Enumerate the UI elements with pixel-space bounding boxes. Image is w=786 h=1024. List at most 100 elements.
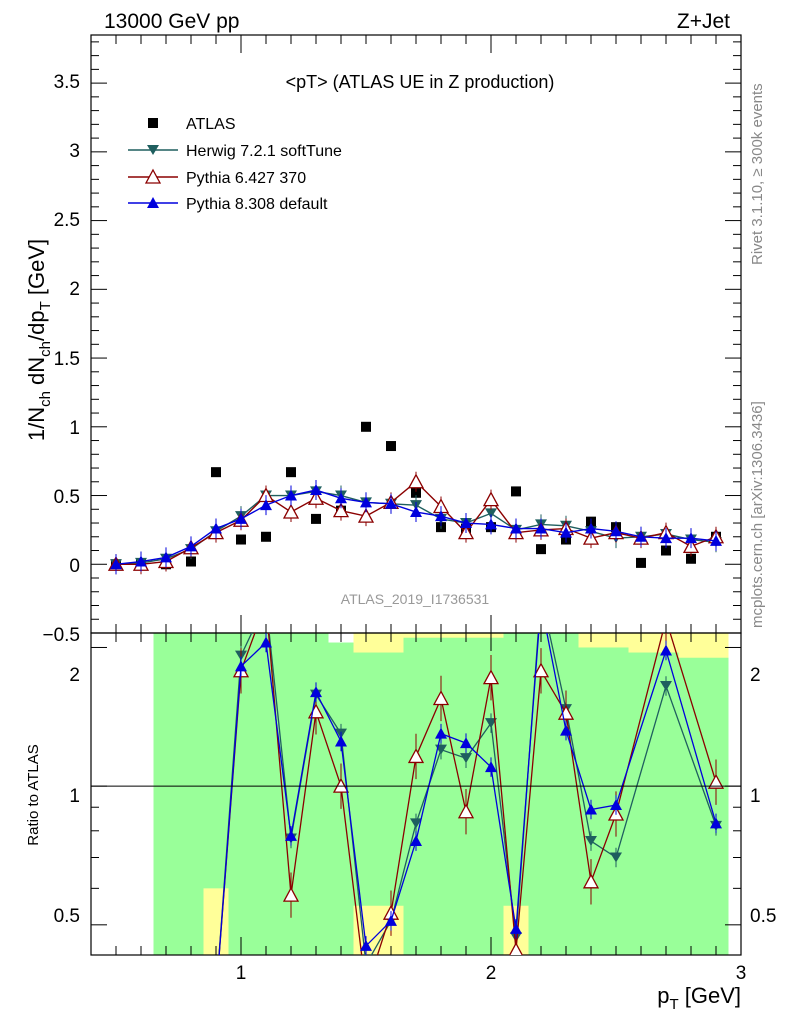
data-point	[510, 922, 522, 934]
data-point	[460, 517, 472, 529]
data-point	[332, 502, 350, 518]
green-band	[153, 633, 204, 955]
green-band	[578, 647, 629, 955]
data-point	[435, 510, 447, 522]
ratio-y-tick-label: 2	[750, 665, 761, 686]
data-point	[457, 803, 475, 819]
data-point	[582, 873, 600, 889]
x-tick-label: 1	[236, 963, 247, 984]
data-point	[710, 817, 722, 829]
green-band	[353, 652, 379, 955]
plot-title: <pT> (ATLAS UE in Z production)	[286, 72, 555, 92]
data-point	[236, 534, 246, 545]
green-band	[403, 637, 454, 955]
mcplots-label: mcplots.cern.ch [arXiv:1306.3436]	[749, 401, 766, 628]
data-point	[510, 522, 522, 534]
data-point	[435, 727, 447, 739]
data-point	[185, 540, 197, 552]
green-band	[528, 633, 579, 955]
legend-label: Herwig 7.2.1 softTune	[186, 143, 342, 160]
x-tick-labels: 1 2 3	[236, 963, 747, 984]
legend-entry-pythia6: Pythia 6.427 370	[128, 168, 306, 187]
ratio-y-tick-labels-right: 0.5 1 2	[750, 665, 776, 927]
process-label: Z+Jet	[677, 10, 730, 33]
green-band	[678, 657, 729, 955]
data-point	[432, 690, 450, 706]
data-point	[536, 544, 546, 555]
data-point	[460, 753, 472, 764]
y-tick-label: 2.5	[54, 210, 80, 231]
ratio-y-axis-label: Ratio to ATLAS	[25, 744, 42, 845]
ratio-y-tick-label: 1	[750, 786, 761, 807]
data-point	[585, 522, 597, 534]
main-y-tick-labels: 0 0.5 1 1.5 2 2.5 3 3.5 −0.5	[42, 72, 80, 646]
data-point	[685, 532, 697, 544]
data-point	[285, 489, 297, 501]
ratio-y-tick-label: 0.5	[750, 906, 776, 927]
y-tick-label: 2	[69, 279, 80, 300]
data-point	[710, 534, 722, 546]
legend-entry-pythia8: Pythia 8.308 default	[128, 196, 328, 213]
data-point	[211, 467, 221, 478]
data-point	[310, 484, 322, 496]
energy-label: 13000 GeV pp	[104, 10, 239, 33]
data-point	[210, 991, 222, 1001]
ratio-series-pythia8	[218, 597, 722, 955]
data-point	[535, 597, 547, 608]
data-point	[485, 508, 497, 519]
data-point	[359, 984, 373, 997]
x-axis-label: pT [GeV]	[657, 983, 741, 1013]
data-point	[385, 497, 397, 509]
ratio-y-tick-label: 2	[69, 665, 80, 686]
data-point	[407, 473, 425, 489]
rivet-label: Rivet 3.1.10, ≥ 300k events	[749, 83, 766, 265]
legend-entry-atlas: ATLAS	[148, 116, 236, 133]
y-tick-label: 0.5	[54, 487, 80, 508]
data-point	[485, 518, 497, 530]
data-point	[585, 836, 597, 847]
data-point	[335, 735, 347, 747]
y-tick-label: 3	[69, 141, 80, 162]
data-point	[411, 487, 421, 498]
data-point	[610, 852, 622, 863]
x-tick-label: 3	[736, 963, 747, 984]
data-point	[560, 526, 572, 538]
y-tick-label: 1	[69, 418, 80, 439]
data-point	[357, 507, 375, 523]
x-tick-label: 2	[486, 963, 497, 984]
main-y-axis-label: 1/Nch dNch/dpT [GeV]	[24, 239, 54, 441]
data-point	[635, 530, 647, 542]
data-point	[260, 499, 272, 511]
data-point	[210, 522, 222, 534]
data-point	[285, 829, 297, 841]
data-point	[360, 496, 372, 508]
y-tick-label: 3.5	[54, 72, 80, 93]
data-point	[160, 551, 172, 563]
data-point	[535, 522, 547, 534]
data-point	[686, 553, 696, 564]
data-point	[110, 558, 122, 570]
legend-label: Pythia 8.308 default	[186, 196, 328, 213]
data-point	[260, 636, 272, 648]
data-point	[335, 492, 347, 504]
series-pythia6	[107, 471, 725, 575]
data-point	[186, 556, 196, 567]
data-point	[485, 718, 497, 729]
data-point	[407, 748, 425, 764]
data-point	[661, 545, 671, 556]
data-point	[560, 724, 572, 736]
data-point	[485, 761, 497, 773]
ratio-y-tick-label: 0.5	[54, 906, 80, 927]
data-point	[707, 773, 725, 789]
data-point	[535, 590, 547, 600]
ratio-y-tick-label: 1	[69, 786, 80, 807]
data-point	[511, 486, 521, 497]
data-point	[361, 421, 371, 432]
data-point	[410, 506, 422, 518]
data-point	[410, 835, 422, 847]
series-pythia8	[110, 480, 722, 575]
data-point	[636, 557, 646, 568]
legend-label: ATLAS	[186, 116, 236, 133]
legend-entry-herwig: Herwig 7.2.1 softTune	[128, 143, 342, 160]
